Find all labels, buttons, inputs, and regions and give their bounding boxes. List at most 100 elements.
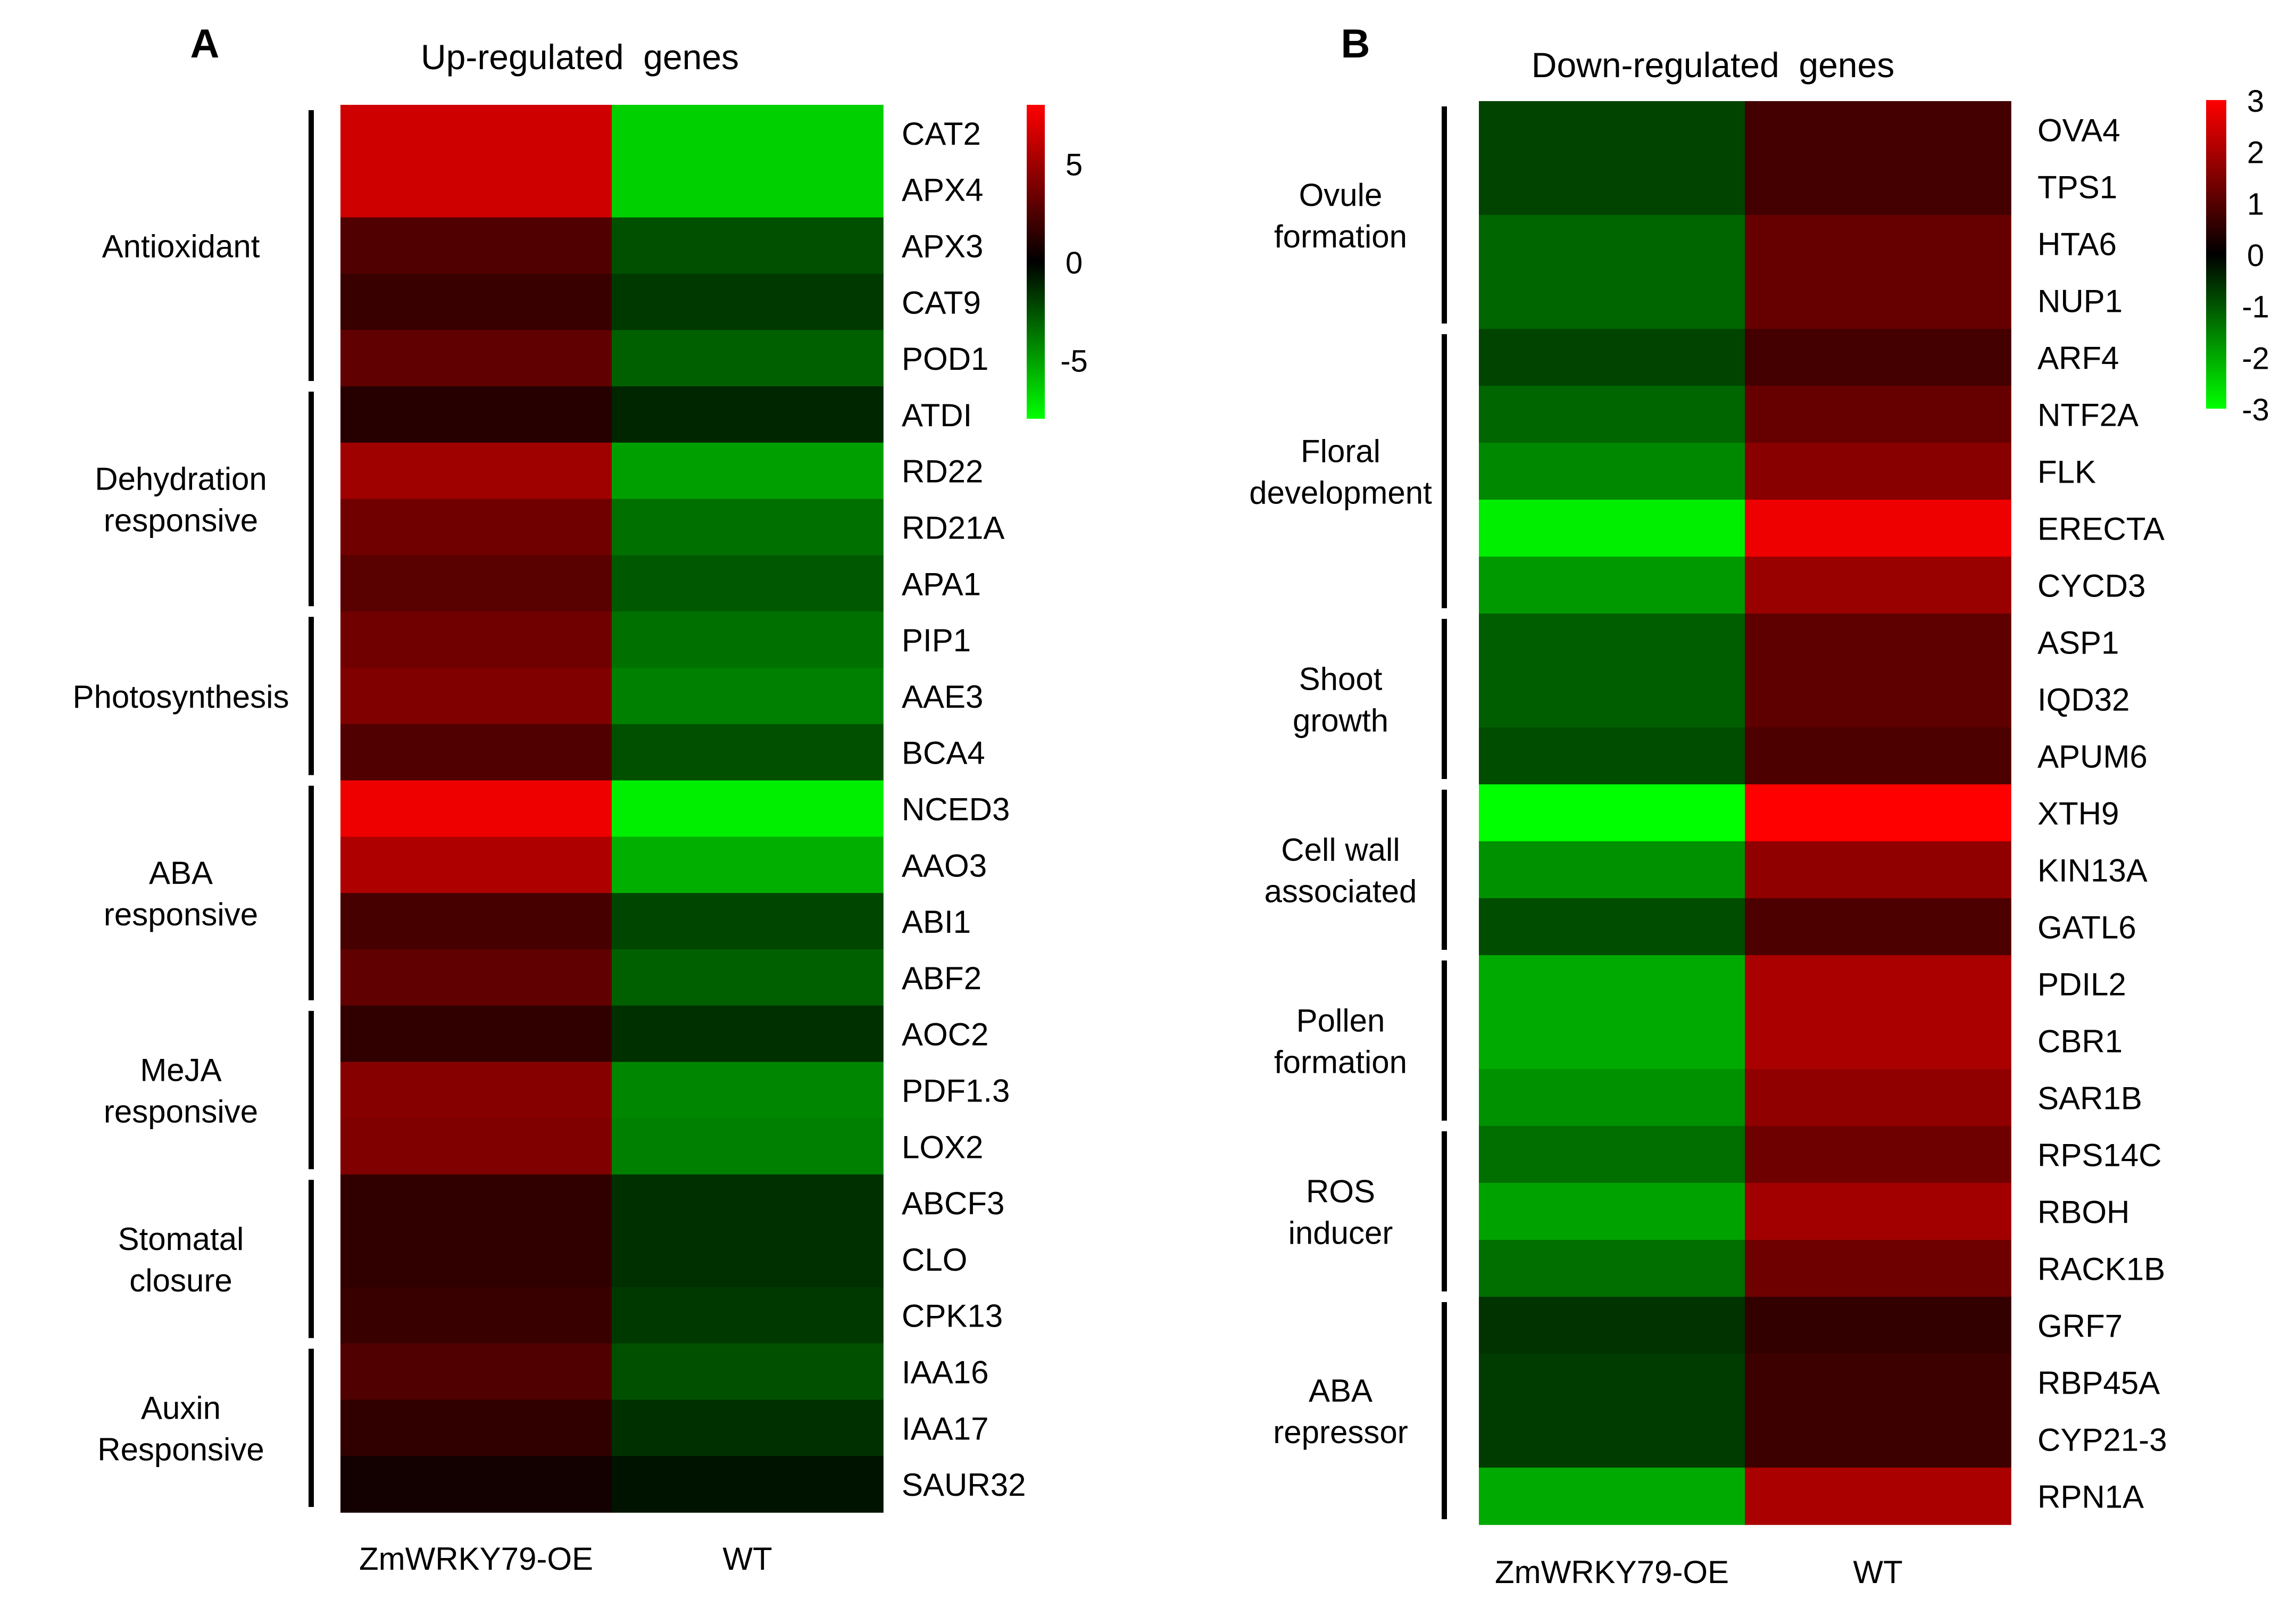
heatmap-cell-clo-oe: [340, 1231, 612, 1288]
gene-label-iaa17: IAA17: [902, 1411, 988, 1446]
gene-label-cat9: CAT9: [902, 285, 981, 320]
heatmap-cell-nup1-wt: [1745, 272, 2011, 329]
heatmap-cell-rack1b-wt: [1745, 1240, 2011, 1297]
heatmap-cell-bca4-oe: [340, 724, 612, 781]
heatmap-cell-asp1-wt: [1745, 614, 2011, 671]
colorbar-tick-neg3: -3: [2242, 393, 2269, 427]
gene-label-abi1: ABI1: [902, 904, 971, 940]
heatmap-cell-apum6-wt: [1745, 727, 2011, 785]
gene-label-gatl6: GATL6: [2037, 910, 2136, 946]
heatmap-cell-aoc2-wt: [612, 1005, 884, 1063]
heatmap-cell-tps1-oe: [1479, 158, 1745, 216]
group-label-photosynthesis: Photosynthesis: [73, 679, 289, 715]
gene-label-apx4: APX4: [902, 172, 983, 208]
heatmap-cell-sar1b-wt: [1745, 1069, 2011, 1126]
heatmap-cell-iaa17-wt: [612, 1399, 884, 1456]
gene-label-rd22: RD22: [902, 454, 983, 490]
heatmap-cell-aao3-wt: [612, 836, 884, 893]
heatmap-cell-apa1-oe: [340, 555, 612, 612]
gene-label-cpk13: CPK13: [902, 1298, 1003, 1334]
heatmap-cell-arf4-oe: [1479, 329, 1745, 386]
heatmap-cell-rd22-wt: [612, 442, 884, 500]
group-label-antioxidant: Antioxidant: [102, 229, 260, 264]
gene-label-clo: CLO: [902, 1242, 967, 1278]
heatmap-cell-arf4-wt: [1745, 329, 2011, 386]
gene-label-abf2: ABF2: [902, 960, 981, 996]
gene-label-nup1: NUP1: [2037, 284, 2123, 319]
heatmap-cell-cyp21-3-oe: [1479, 1411, 1745, 1468]
heatmap-cell-cpk13-wt: [612, 1287, 884, 1344]
heatmap-cell-xth9-wt: [1745, 784, 2011, 842]
heatmap-cell-gatl6-wt: [1745, 898, 2011, 956]
gene-label-tps1: TPS1: [2037, 170, 2117, 205]
gene-label-abcf3: ABCF3: [902, 1186, 1004, 1221]
heatmap-cell-tps1-wt: [1745, 158, 2011, 216]
heatmap-cell-hta6-wt: [1745, 215, 2011, 272]
group-label-aba: ABA: [1309, 1373, 1372, 1409]
heatmap-cell-asp1-oe: [1479, 614, 1745, 671]
heatmap-cell-apx3-wt: [612, 217, 884, 275]
panel-b-title: Down-regulated genes: [1532, 45, 1894, 85]
gene-label-cbr1: CBR1: [2037, 1024, 2123, 1059]
gene-label-iaa16: IAA16: [902, 1355, 988, 1390]
heatmap-cell-pdil2-wt: [1745, 955, 2011, 1013]
heatmap-cell-aoc2-oe: [340, 1005, 612, 1063]
heatmap-cell-iqd32-wt: [1745, 670, 2011, 728]
group-label-repressor: repressor: [1273, 1414, 1408, 1450]
heatmap-cell-aao3-oe: [340, 836, 612, 893]
group-label-inducer: inducer: [1288, 1215, 1393, 1251]
heatmap-cell-saur32-wt: [612, 1456, 884, 1513]
gene-label-pod1: POD1: [902, 341, 988, 377]
heatmap-cell-nced3-wt: [612, 780, 884, 838]
group-label-dehydration: Dehydration: [95, 461, 267, 497]
heatmap-cell-erecta-oe: [1479, 500, 1745, 557]
group-label-responsive: responsive: [104, 503, 258, 539]
heatmap-cell-rd22-oe: [340, 442, 612, 500]
gene-label-bca4: BCA4: [902, 735, 985, 771]
gene-label-rbp45a: RBP45A: [2037, 1365, 2160, 1401]
gene-label-pip1: PIP1: [902, 623, 971, 658]
heatmap-cell-lox2-oe: [340, 1118, 612, 1175]
gene-label-asp1: ASP1: [2037, 625, 2119, 661]
gene-label-grf7: GRF7: [2037, 1308, 2123, 1344]
heatmap-cell-abi1-oe: [340, 893, 612, 950]
heatmap-cell-aae3-wt: [612, 668, 884, 725]
colorbar-tick-5: 5: [1066, 148, 1083, 183]
heatmap-cell-rpn1a-wt: [1745, 1468, 2011, 1525]
gene-label-xth9: XTH9: [2037, 796, 2119, 832]
panel-b-label: B: [1341, 21, 1370, 67]
heatmap-cell-pod1-oe: [340, 330, 612, 387]
heatmap-cell-ntf2a-oe: [1479, 386, 1745, 443]
colorbar-tick-neg1: -1: [2242, 290, 2269, 325]
heatmap-cell-pip1-oe: [340, 611, 612, 668]
heatmap-cell-abf2-wt: [612, 949, 884, 1006]
gene-label-iqd32: IQD32: [2037, 682, 2129, 718]
gene-label-apa1: APA1: [902, 566, 981, 602]
heatmap-cell-apx4-wt: [612, 161, 884, 218]
heatmap-cell-cat9-oe: [340, 274, 612, 330]
group-label-development: development: [1249, 475, 1432, 511]
heatmap-cell-abcf3-oe: [340, 1174, 612, 1231]
group-label-aba: ABA: [149, 855, 213, 891]
group-label-closure: closure: [129, 1263, 232, 1298]
gene-label-rboh: RBOH: [2037, 1195, 2129, 1230]
colorbar-tick-neg2: -2: [2242, 341, 2269, 376]
heatmap-cell-nup1-oe: [1479, 272, 1745, 329]
heatmap-cell-rd21a-wt: [612, 499, 884, 556]
gene-label-cat2: CAT2: [902, 116, 981, 152]
gene-label-erecta: ERECTA: [2037, 511, 2165, 547]
colorbar: [2206, 100, 2226, 409]
heatmap-cell-rd21a-oe: [340, 499, 612, 556]
heatmap-cell-saur32-oe: [340, 1456, 612, 1513]
heatmap-cell-rbp45a-oe: [1479, 1354, 1745, 1411]
gene-label-ova4: OVA4: [2037, 113, 2120, 148]
heatmap-cell-flk-wt: [1745, 443, 2011, 500]
group-label-floral: Floral: [1301, 434, 1380, 469]
column-label-zmwrky79-oe: ZmWRKY79-OE: [1495, 1554, 1729, 1590]
heatmap-cell-ova4-oe: [1479, 101, 1745, 159]
gene-label-sar1b: SAR1B: [2037, 1081, 2142, 1116]
gene-label-apx3: APX3: [902, 229, 983, 264]
heatmap-cell-abcf3-wt: [612, 1174, 884, 1231]
heatmap-cell-grf7-wt: [1745, 1297, 2011, 1354]
heatmap-cell-pdil2-oe: [1479, 955, 1745, 1013]
